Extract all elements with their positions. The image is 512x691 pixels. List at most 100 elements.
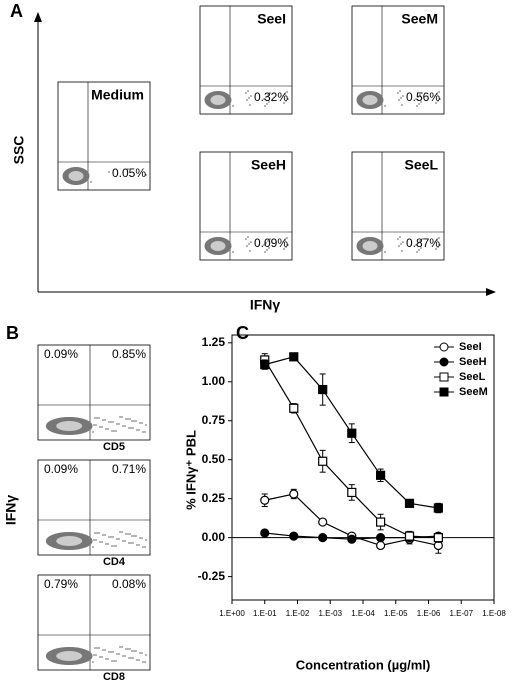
cell-dot bbox=[96, 417, 98, 419]
arrow-head bbox=[486, 288, 496, 296]
cell-dot bbox=[133, 650, 135, 652]
series-line bbox=[264, 359, 439, 539]
cell-core bbox=[68, 171, 84, 181]
cell-dot bbox=[94, 417, 96, 419]
x-tick-label: 1.E-05 bbox=[384, 609, 408, 618]
cell-dot bbox=[437, 100, 439, 102]
cell-dot bbox=[421, 238, 423, 240]
marker bbox=[433, 503, 443, 513]
legend-marker bbox=[439, 342, 449, 352]
y-axis-label: IFNγ bbox=[3, 495, 19, 526]
marker bbox=[289, 489, 299, 499]
cell-dot bbox=[107, 543, 109, 545]
percent-label: 0.87% bbox=[406, 236, 440, 250]
y-tick-label: 1.25 bbox=[202, 335, 226, 349]
cell-dot bbox=[415, 98, 417, 100]
x-axis-label: CD5 bbox=[103, 441, 125, 453]
x-tick-label: 1.E-06 bbox=[417, 609, 441, 618]
legend-marker bbox=[439, 357, 449, 367]
cell-dot bbox=[434, 241, 436, 243]
x-axis-label: CD4 bbox=[103, 556, 126, 568]
cell-dot bbox=[249, 250, 251, 252]
cell-dot bbox=[121, 416, 123, 418]
cell-dot bbox=[94, 532, 96, 534]
cell-dot bbox=[110, 536, 112, 538]
cell-dot bbox=[420, 101, 422, 103]
marker bbox=[318, 533, 328, 543]
marker bbox=[376, 533, 386, 543]
cell-dot bbox=[400, 97, 402, 99]
cell-dot bbox=[111, 660, 113, 662]
cell-dot bbox=[96, 532, 98, 534]
cell-dot bbox=[125, 418, 127, 420]
cell-dot bbox=[94, 647, 96, 649]
plot-frame bbox=[231, 334, 495, 601]
cell-dot bbox=[124, 655, 126, 657]
cell-dot bbox=[121, 646, 123, 648]
cell-dot bbox=[111, 430, 113, 432]
cell-dot bbox=[135, 535, 137, 537]
y-axis-label: % IFNγ⁺ PBL bbox=[183, 430, 198, 510]
cell-dot bbox=[439, 244, 441, 246]
marker bbox=[289, 352, 299, 362]
cell-dot bbox=[286, 237, 288, 239]
cell-dot bbox=[112, 421, 114, 423]
cell-dot bbox=[124, 540, 126, 542]
cell-dot bbox=[112, 536, 114, 538]
cell-dot bbox=[265, 96, 267, 98]
cell-dot bbox=[92, 661, 94, 663]
cell-dot bbox=[269, 238, 271, 240]
cell-dot bbox=[129, 418, 131, 420]
cell-dot bbox=[267, 94, 269, 96]
plot-name: SeeH bbox=[251, 157, 286, 173]
cell-dot bbox=[92, 431, 94, 433]
cell-dot bbox=[93, 539, 95, 541]
cell-dot bbox=[141, 422, 143, 424]
cell-core bbox=[362, 241, 378, 251]
cell-dot bbox=[398, 99, 400, 101]
cell-dot bbox=[282, 241, 284, 243]
cell-core bbox=[362, 95, 378, 105]
plot-name: SeeL bbox=[405, 157, 439, 173]
cell-dot bbox=[285, 100, 287, 102]
cell-dot bbox=[145, 654, 147, 656]
marker bbox=[347, 428, 357, 438]
marker bbox=[376, 540, 386, 551]
cell-dot bbox=[400, 243, 402, 245]
cell-dot bbox=[93, 654, 95, 656]
x-tick-label: 1.E+00 bbox=[219, 609, 245, 618]
cell-dot bbox=[138, 659, 140, 661]
cell-dot bbox=[125, 648, 127, 650]
cell-dot bbox=[144, 546, 146, 548]
cell-dot bbox=[133, 420, 135, 422]
cell-dot bbox=[90, 181, 92, 183]
cell-dot bbox=[131, 535, 133, 537]
cell-dot bbox=[101, 656, 103, 658]
cell-dot bbox=[131, 420, 133, 422]
cell-dot bbox=[130, 427, 132, 429]
cell-dot bbox=[145, 174, 147, 176]
y-tick-label: 0.25 bbox=[202, 491, 226, 505]
marker bbox=[318, 517, 328, 527]
cell-dot bbox=[145, 539, 147, 541]
cell-dot bbox=[130, 657, 132, 659]
cell-dot bbox=[110, 651, 112, 653]
cell-dot bbox=[397, 92, 399, 94]
cell-dot bbox=[438, 91, 440, 93]
cell-dot bbox=[98, 647, 100, 649]
cell-dot bbox=[435, 102, 437, 104]
cell-dot bbox=[138, 429, 140, 431]
cell-dot bbox=[263, 244, 265, 246]
cell-dot bbox=[416, 105, 418, 107]
cell-dot bbox=[133, 535, 135, 537]
cell-dot bbox=[118, 653, 120, 655]
percent-label: 0.85% bbox=[112, 347, 146, 361]
cell-dot bbox=[268, 101, 270, 103]
cell-dot bbox=[417, 96, 419, 98]
cell-dot bbox=[119, 416, 121, 418]
y-tick-label: 0.75 bbox=[202, 413, 226, 427]
marker bbox=[318, 384, 328, 395]
cell-dot bbox=[119, 531, 121, 533]
x-tick-label: 1.E-01 bbox=[253, 609, 277, 618]
cell-dot bbox=[436, 93, 438, 95]
